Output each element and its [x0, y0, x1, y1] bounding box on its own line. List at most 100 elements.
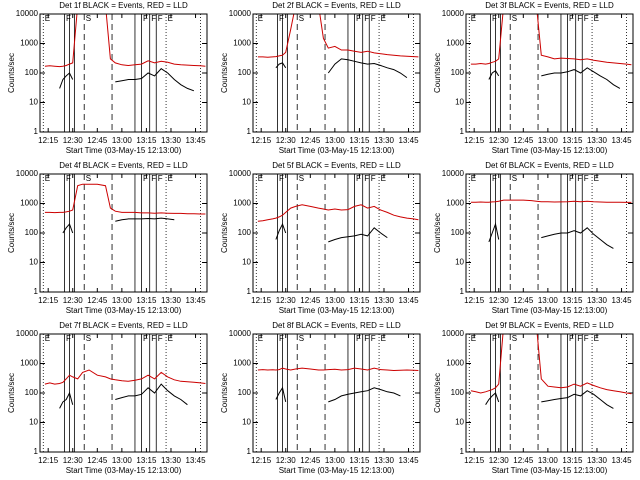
plot-lines	[470, 14, 632, 89]
y-tick-label: 10	[455, 258, 464, 267]
y-tick-label: 1	[34, 127, 39, 136]
marker-label: F	[371, 334, 376, 343]
x-tick-label: 13:15	[562, 296, 583, 305]
x-tick-label: 13:45	[612, 456, 633, 465]
chart-title: Det 7f BLACK = Events, RED = LLD	[59, 321, 188, 330]
marker-label: F	[143, 334, 148, 343]
y-tick-label: 1	[460, 447, 465, 456]
chart-title: Det 1f BLACK = Events, RED = LLD	[59, 1, 188, 10]
x-tick-label: 13:30	[587, 456, 608, 465]
y-tick-label: 1	[34, 447, 39, 456]
plot-lines-inner	[257, 367, 419, 403]
y-tick-label: 100	[238, 388, 252, 397]
x-tick-label: 13:45	[612, 136, 633, 145]
x-tick-label: 13:30	[374, 456, 395, 465]
marker-label: E	[258, 14, 263, 23]
y-tick-label: 100	[451, 228, 465, 237]
series-line	[485, 390, 614, 409]
marker-label: F	[371, 14, 376, 23]
x-axis-label: Start Time (03-May-15 12:13:00)	[66, 146, 182, 155]
chart-title: Det 4f BLACK = Events, RED = LLD	[59, 161, 188, 170]
marker-label: F	[577, 334, 582, 343]
y-tick-label: 10	[242, 98, 251, 107]
marker-label: E	[168, 174, 173, 183]
panel: Det 3f BLACK = Events, RED = LLD Start Ti…	[433, 1, 634, 155]
marker-label: F	[66, 174, 71, 183]
marker-label: F	[492, 174, 497, 183]
marker-label: S	[86, 14, 91, 23]
marker-label: F	[371, 174, 376, 183]
x-tick-label: 13:30	[374, 136, 395, 145]
series-line	[275, 386, 401, 403]
marker-label: F	[279, 14, 284, 23]
x-tick-label: 13:15	[136, 296, 157, 305]
plot-lines-inner	[470, 334, 632, 409]
y-tick-label: 10000	[229, 169, 252, 178]
marker-label: F	[151, 334, 156, 343]
x-tick-label: 13:45	[186, 296, 207, 305]
plot-frame	[252, 333, 421, 453]
marker-label: S	[299, 174, 304, 183]
marker-label: F	[492, 14, 497, 23]
marker-label: F	[584, 174, 589, 183]
series-line	[470, 334, 632, 395]
y-tick-label: 100	[451, 388, 465, 397]
marker-label: F	[584, 334, 589, 343]
marker-label: F	[569, 174, 574, 183]
x-tick-label: 13:15	[349, 456, 370, 465]
x-tick-label: 12:45	[513, 136, 534, 145]
chart-title: Det 6f BLACK = Events, RED = LLD	[485, 161, 614, 170]
marker-label: S	[512, 174, 517, 183]
x-tick-label: 13:30	[374, 296, 395, 305]
plot-lines-inner	[470, 199, 632, 249]
x-tick-label: 13:45	[186, 456, 207, 465]
x-tick-label: 13:45	[399, 456, 420, 465]
series-line	[470, 14, 632, 66]
marker-label: F	[569, 334, 574, 343]
marker-label: E	[45, 14, 50, 23]
x-tick-label: 13:45	[399, 296, 420, 305]
marker-label: F	[577, 174, 582, 183]
marker-label: E	[594, 334, 599, 343]
panel: Det 6f BLACK = Events, RED = LLD Start Ti…	[433, 161, 634, 315]
marker-label: S	[512, 14, 517, 23]
panel: Det 1f BLACK = Events, RED = LLD Start Ti…	[7, 1, 208, 155]
marker-label: F	[356, 334, 361, 343]
plot-frame	[39, 13, 208, 133]
y-tick-label: 1	[247, 447, 252, 456]
y-tick-label: 10000	[16, 329, 39, 338]
x-tick-label: 13:45	[612, 296, 633, 305]
marker-label: F	[569, 14, 574, 23]
x-tick-label: 12:45	[300, 136, 321, 145]
x-tick-label: 12:15	[38, 136, 59, 145]
x-axis-label: Start Time (03-May-15 12:13:00)	[279, 146, 395, 155]
x-tick-label: 12:45	[300, 456, 321, 465]
plot-frame	[465, 173, 634, 293]
marker-label: F	[66, 14, 71, 23]
x-tick-label: 13:45	[399, 136, 420, 145]
x-tick-label: 13:30	[587, 136, 608, 145]
marker-label: E	[168, 14, 173, 23]
x-tick-label: 13:15	[562, 456, 583, 465]
x-tick-label: 12:15	[464, 296, 485, 305]
x-tick-label: 13:15	[349, 296, 370, 305]
plot-lines-inner	[44, 183, 206, 234]
y-tick-label: 10000	[16, 9, 39, 18]
x-tick-label: 13:00	[538, 296, 559, 305]
plot-frame	[465, 13, 634, 133]
x-tick-label: 12:15	[38, 456, 59, 465]
plot-frame	[39, 173, 208, 293]
y-tick-label: 1000	[20, 359, 38, 368]
y-tick-label: 1	[247, 127, 252, 136]
series-line	[44, 14, 206, 68]
marker-label: F	[151, 14, 156, 23]
x-axis-label: Start Time (03-May-15 12:13:00)	[279, 306, 395, 315]
panel: Det 8f BLACK = Events, RED = LLD Start Ti…	[220, 321, 421, 475]
marker-label: F	[364, 174, 369, 183]
series-line	[59, 68, 195, 92]
series-line	[470, 199, 632, 203]
marker-label: E	[471, 334, 476, 343]
marker-label: S	[512, 334, 517, 343]
plot-lines-inner	[44, 14, 206, 92]
